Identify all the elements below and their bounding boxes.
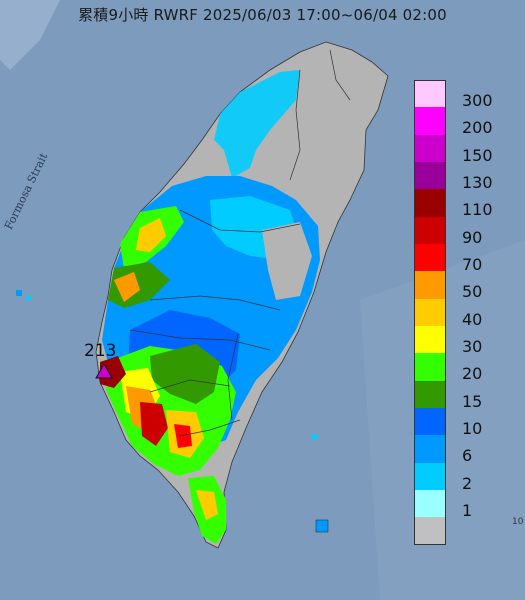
legend-row: 200 [414, 107, 510, 138]
legend-label: 300 [462, 91, 493, 110]
legend-row: 130 [414, 161, 510, 192]
legend-label: 200 [462, 118, 493, 138]
legend-row: 110 [414, 189, 510, 220]
legend-row: 15 [414, 380, 510, 411]
rain-area-south-dark-green [150, 344, 220, 404]
islet-penghu-2 [26, 296, 31, 300]
legend-swatch [414, 325, 446, 354]
legend-label: 10 [462, 418, 483, 438]
legend-swatch [414, 80, 446, 108]
legend-label: 6 [462, 446, 473, 466]
legend-swatch [414, 271, 446, 299]
legend-row: 30 [414, 325, 510, 356]
legend-label: 40 [462, 309, 483, 329]
rain-area-west-mid-orange [114, 272, 140, 302]
legend-label: 15 [462, 391, 483, 411]
legend-row: 40 [414, 298, 510, 329]
legend-swatch [414, 407, 446, 436]
islet-orchid [315, 519, 329, 533]
legend-label: 70 [462, 254, 483, 274]
rain-area-south-red-2 [174, 424, 192, 448]
legend-label: 110 [462, 200, 493, 220]
legend-row: 300 [414, 80, 510, 110]
legend-label: 150 [462, 145, 493, 165]
peak-value-label: 213 [84, 341, 117, 361]
legend-swatch [414, 353, 446, 381]
legend-row: 50 [414, 271, 510, 302]
legend-row: 90 [414, 216, 510, 247]
edge-tick-label: 10 [512, 517, 524, 527]
legend-swatch [414, 435, 446, 463]
legend-label: 90 [462, 227, 483, 247]
legend-swatch [414, 243, 446, 272]
rain-area-tip-yellow [196, 490, 218, 520]
legend-swatch [414, 298, 446, 326]
islet-penghu [16, 290, 22, 296]
legend-swatch [414, 161, 446, 190]
legend-swatch [414, 107, 446, 135]
cloud-texture [0, 0, 60, 70]
legend-swatch [414, 380, 446, 408]
legend-swatch [414, 517, 446, 545]
legend-row: 150 [414, 134, 510, 165]
legend-swatch [414, 216, 446, 244]
legend-label: 30 [462, 336, 483, 356]
islet-green [312, 434, 317, 440]
rain-area-peak-red [100, 356, 126, 388]
map-title: 累積9小時 RWRF 2025/06/03 17:00~06/04 02:00 [78, 6, 447, 24]
legend-swatch [414, 134, 446, 162]
legend-row: 70 [414, 243, 510, 274]
legend-swatch [414, 489, 446, 518]
rain-area-gray-patch [262, 222, 312, 300]
rain-area-light [214, 70, 300, 178]
legend-label: 1 [462, 500, 473, 520]
legend-label: 50 [462, 282, 483, 302]
color-legend: 300 200 150 130 110 90 70 50 40 30 20 15 10 6 2 1 [414, 80, 510, 545]
rain-area-south-red [140, 402, 168, 446]
legend-label: 2 [462, 473, 473, 493]
legend-label: 130 [462, 172, 493, 192]
legend-swatch [414, 189, 446, 217]
rain-area-west-north-yellow [136, 218, 166, 252]
legend-label: 20 [462, 364, 483, 384]
legend-row: 1 [414, 489, 510, 520]
legend-row: 2 [414, 462, 510, 493]
legend-row: 20 [414, 353, 510, 384]
peak-marker [95, 362, 113, 379]
legend-row [414, 517, 510, 545]
legend-row: 10 [414, 407, 510, 438]
county-boundaries [129, 49, 351, 437]
legend-swatch [414, 462, 446, 490]
legend-row: 6 [414, 435, 510, 466]
